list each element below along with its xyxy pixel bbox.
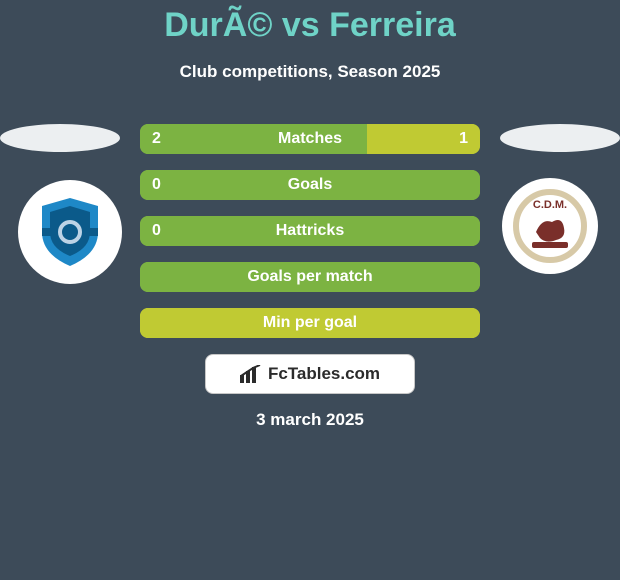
svg-text:C.D.M.: C.D.M. [533,199,567,211]
comparison-canvas: DurÃ© vs Ferreira Club competitions, Sea… [0,0,620,580]
right-ellipse [500,124,620,152]
team-left-crest-icon [30,192,110,272]
stat-label: Goals [140,170,480,200]
team-left-badge [18,180,122,284]
subtitle: Club competitions, Season 2025 [0,62,620,82]
brand-box: FcTables.com [205,354,415,394]
stat-row: Goals per match [140,262,480,292]
stat-label: Min per goal [140,308,480,338]
stat-row: Goals0 [140,170,480,200]
stat-right-value: 1 [459,124,468,154]
page-title: DurÃ© vs Ferreira [0,6,620,45]
stat-left-value: 0 [152,216,161,246]
stat-row: Hattricks0 [140,216,480,246]
stat-left-value: 2 [152,124,161,154]
stat-label: Goals per match [140,262,480,292]
footer-date: 3 march 2025 [0,410,620,430]
stat-left-value: 0 [152,170,161,200]
team-right-badge: C.D.M. [502,178,598,274]
bars-chart-icon [240,365,262,383]
left-ellipse [0,124,120,152]
stat-row: Min per goal [140,308,480,338]
stat-bars: Matches21Goals0Hattricks0Goals per match… [140,124,480,354]
stat-row: Matches2 1 [140,124,480,154]
stat-label: Hattricks [140,216,480,246]
brand-text: FcTables.com [268,364,380,384]
stat-label: Matches [140,124,480,154]
team-right-crest-icon: C.D.M. [512,188,588,264]
